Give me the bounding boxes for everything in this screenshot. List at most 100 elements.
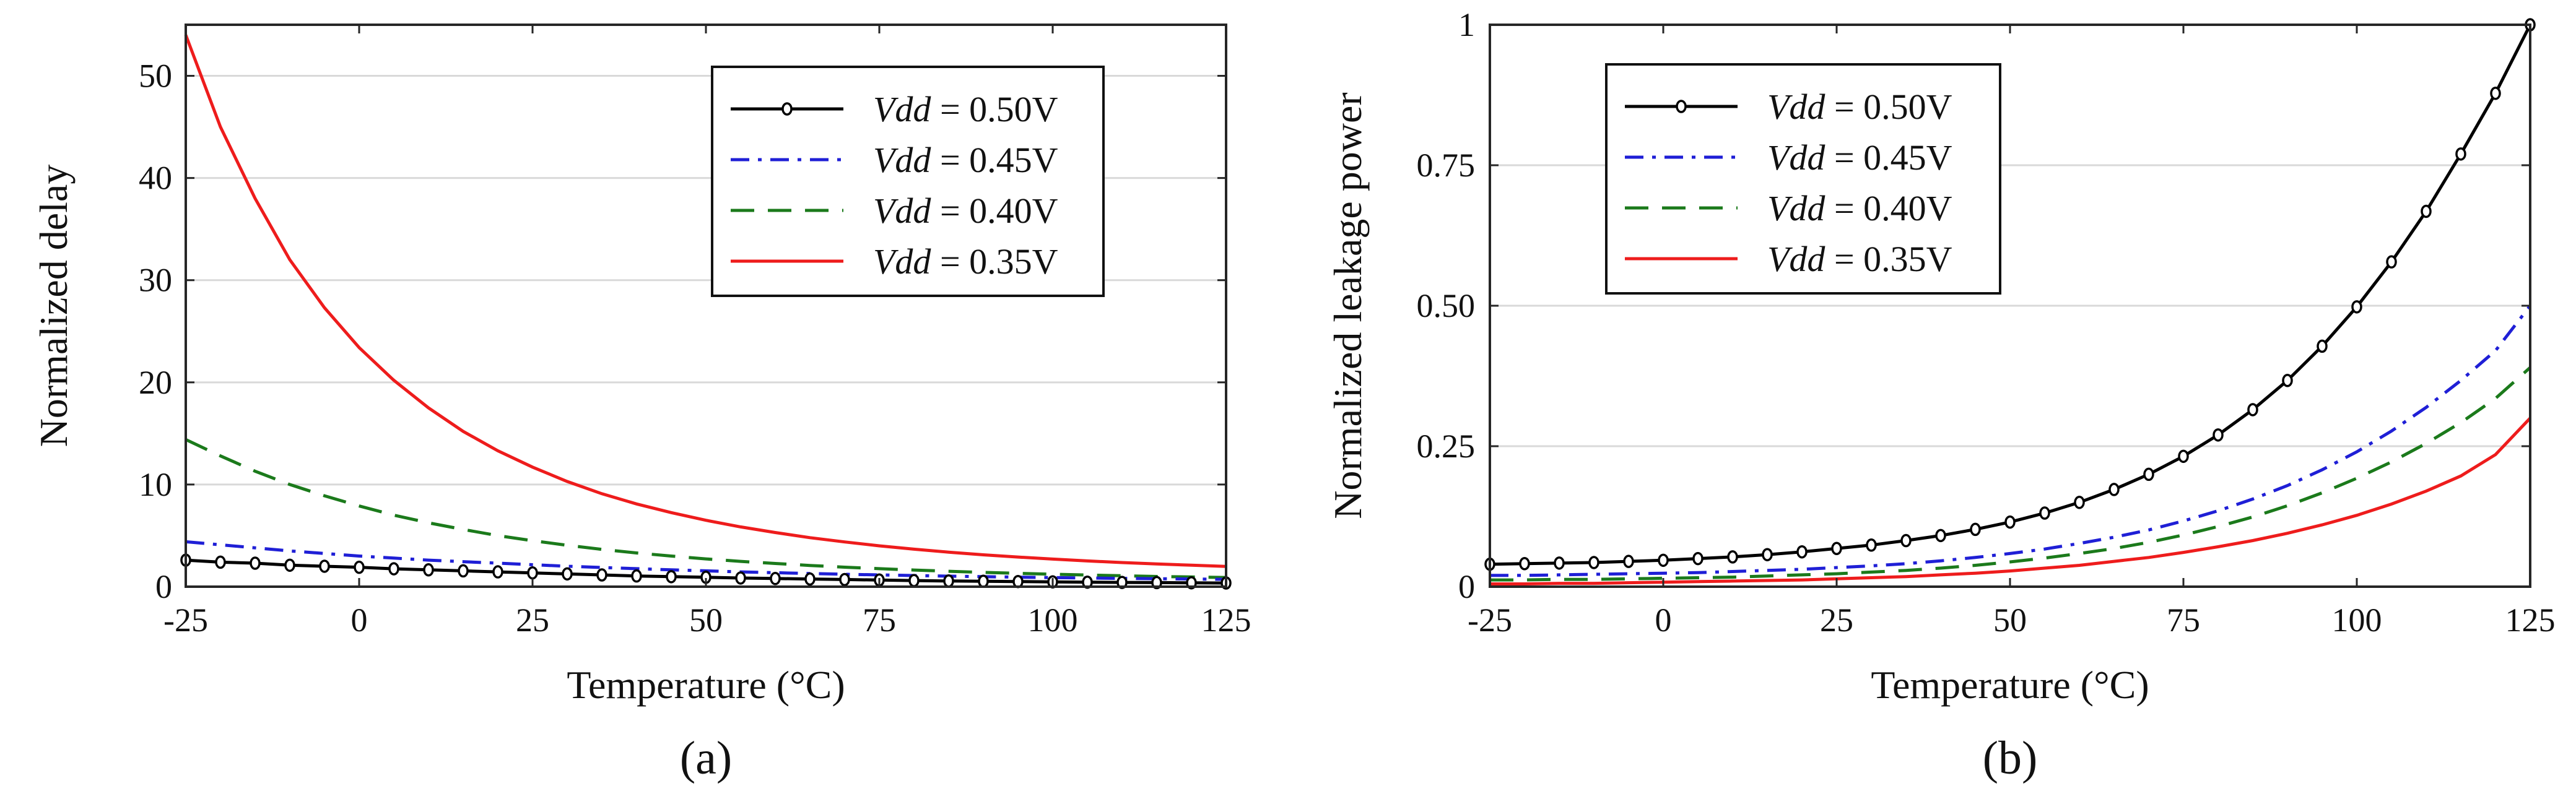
x-tick-label: 75 xyxy=(2167,602,2200,639)
data-point xyxy=(2178,449,2189,464)
legend-box xyxy=(1605,63,2001,295)
legend-marker xyxy=(1676,100,1687,113)
data-point xyxy=(666,570,677,584)
data-point xyxy=(527,566,538,580)
legend-label: Vdd = 0.50V xyxy=(873,89,1058,129)
legend-label: Vdd = 0.35V xyxy=(873,241,1058,282)
x-axis-label-b: Temperature (°C) xyxy=(1871,663,2149,707)
y-tick-label: 10 xyxy=(139,466,172,503)
legend-marker xyxy=(781,102,793,116)
data-point xyxy=(319,559,330,573)
y-tick-label: 0.25 xyxy=(1417,428,1476,465)
legend-label: Vdd = 0.40V xyxy=(873,191,1058,231)
data-point xyxy=(458,564,469,578)
data-point xyxy=(1692,551,1704,566)
data-point xyxy=(908,574,920,587)
data-point xyxy=(2386,255,2397,269)
y-tick-label: 1 xyxy=(1458,6,1475,43)
data-point xyxy=(1831,542,1842,556)
caption-b: (b) xyxy=(1983,732,2038,784)
data-point xyxy=(492,565,503,579)
data-point xyxy=(1935,529,1946,543)
data-point xyxy=(1796,545,1808,559)
data-point xyxy=(1866,538,1877,552)
y-tick-label: 0 xyxy=(155,568,172,605)
data-point xyxy=(631,569,642,583)
legend-label: Vdd = 0.35V xyxy=(1767,239,1952,279)
y-tick-label: 30 xyxy=(139,262,172,299)
data-point xyxy=(943,574,954,588)
data-point xyxy=(1554,556,1565,570)
data-point xyxy=(215,555,226,569)
caption-a: (a) xyxy=(680,732,732,784)
data-point xyxy=(2282,374,2293,387)
y-axis-label-b: Normalized leakage power xyxy=(1326,92,1370,519)
data-point xyxy=(2213,428,2224,442)
legend-b: Vdd = 0.50V Vdd = 0.45V Vdd = 0.40V Vdd = 0… xyxy=(1605,63,2001,295)
data-point xyxy=(1151,576,1162,590)
x-tick-label: 125 xyxy=(2505,602,2556,639)
x-tick-label: 50 xyxy=(689,602,723,639)
data-point xyxy=(1658,553,1669,567)
data-point xyxy=(1900,533,1912,548)
data-point xyxy=(423,563,434,577)
legend-label: Vdd = 0.40V xyxy=(1767,188,1952,228)
legend-label: Vdd = 0.45V xyxy=(1767,137,1952,178)
data-point xyxy=(1970,522,1981,537)
y-tick-label: 0 xyxy=(1458,568,1475,605)
data-point xyxy=(1588,556,1599,569)
data-point xyxy=(1116,576,1128,589)
x-tick-label: 0 xyxy=(1655,602,1672,639)
series-line-045 xyxy=(1490,304,2531,577)
data-point xyxy=(770,572,781,585)
x-tick-label: -25 xyxy=(163,602,208,639)
x-tick-label: 125 xyxy=(1201,602,1251,639)
data-point xyxy=(1727,550,1738,564)
series-line-040 xyxy=(185,438,1227,579)
data-point xyxy=(2074,496,2085,509)
data-point xyxy=(735,571,746,585)
data-point xyxy=(2317,339,2328,353)
data-point xyxy=(388,562,399,576)
y-tick-label: 50 xyxy=(139,58,172,95)
y-tick-label: 40 xyxy=(139,160,172,197)
data-point xyxy=(839,572,850,587)
y-axis-label-a: Normalized delay xyxy=(32,165,76,447)
data-point xyxy=(2247,403,2258,416)
y-tick-label: 0.75 xyxy=(1417,147,1476,184)
data-point xyxy=(2039,506,2050,520)
data-point xyxy=(596,568,607,582)
x-tick-label: 100 xyxy=(1028,602,1078,639)
data-point xyxy=(1519,557,1530,571)
x-axis-label-a: Temperature (°C) xyxy=(567,663,845,707)
y-tick-label: 0.50 xyxy=(1417,287,1476,324)
x-tick-label: 75 xyxy=(863,602,896,639)
data-point xyxy=(2455,147,2466,161)
data-point xyxy=(2143,467,2154,481)
data-point xyxy=(284,558,295,572)
data-point xyxy=(2108,483,2120,496)
data-point xyxy=(804,572,816,586)
data-point xyxy=(978,574,989,589)
data-point xyxy=(2490,87,2501,100)
legend-label: Vdd = 0.50V xyxy=(1767,87,1952,127)
data-point xyxy=(2421,204,2432,218)
x-tick-label: -25 xyxy=(1468,602,1512,639)
y-tick-label: 20 xyxy=(139,364,172,401)
data-point xyxy=(354,560,365,574)
x-tick-label: 25 xyxy=(1820,602,1853,639)
data-point xyxy=(2004,515,2016,529)
legend-label: Vdd = 0.45V xyxy=(873,140,1058,180)
data-point xyxy=(1623,555,1634,568)
panel-b-leakage-chart: 00.250.500.751-25 0 25 50 75 100 125 Vdd = 0.5… xyxy=(1326,6,2556,784)
legend-box xyxy=(711,66,1105,297)
series-line-035 xyxy=(184,34,1227,568)
legend-a: Vdd = 0.50V Vdd = 0.45V Vdd = 0.40V Vdd = 0… xyxy=(711,66,1105,297)
x-tick-label: 25 xyxy=(516,602,549,639)
x-tick-label: 50 xyxy=(1993,602,2027,639)
data-point xyxy=(2351,300,2362,314)
data-point xyxy=(250,556,261,570)
x-tick-label: 100 xyxy=(2332,602,2382,639)
x-tick-label: 0 xyxy=(351,602,368,639)
